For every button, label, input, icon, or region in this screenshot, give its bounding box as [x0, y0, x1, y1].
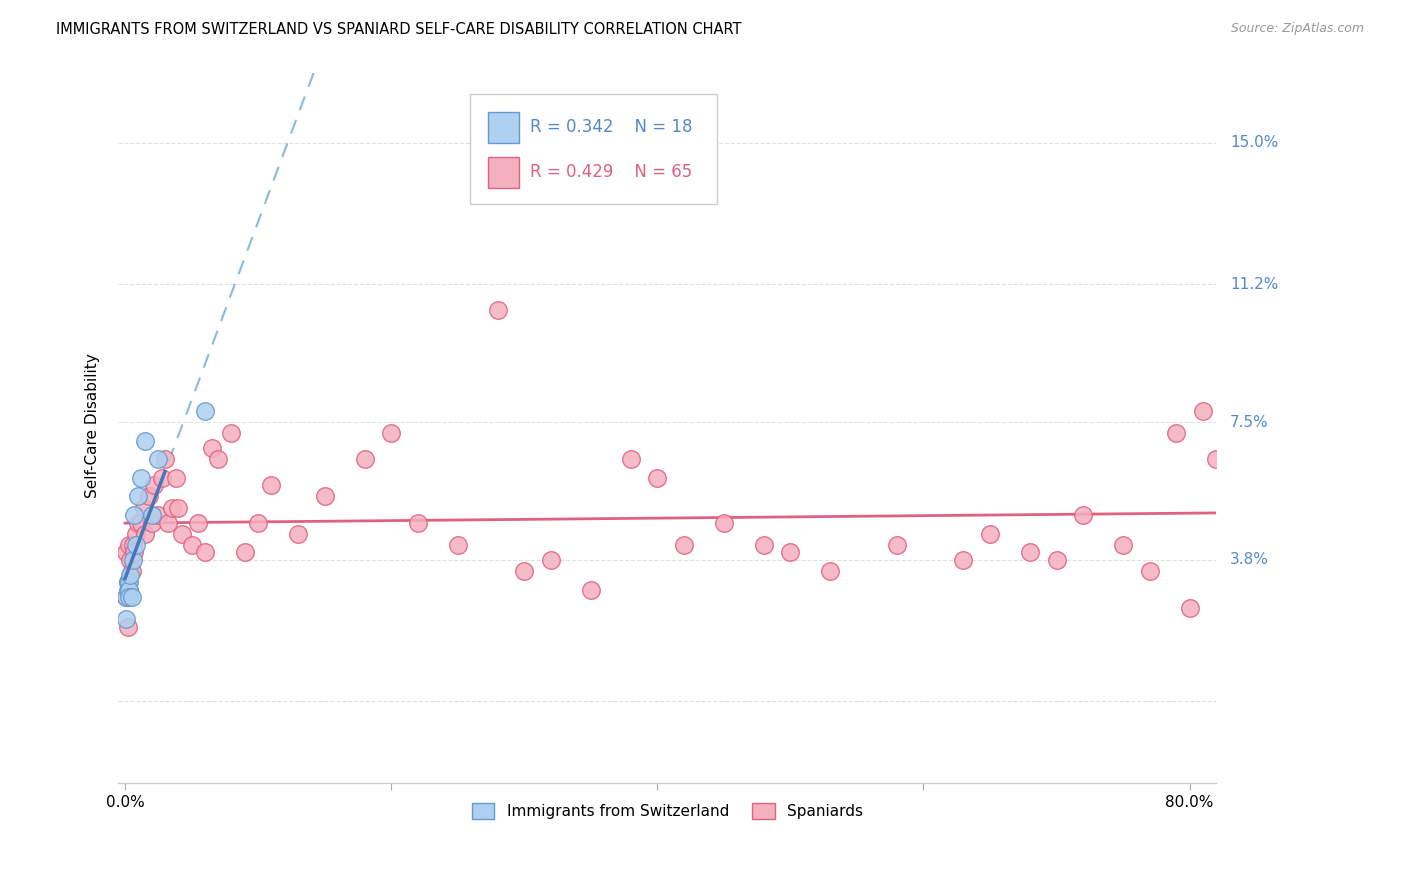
Point — [134, 434, 156, 448]
Point — [127, 516, 149, 530]
Point — [1019, 545, 1042, 559]
Point — [127, 490, 149, 504]
Point — [120, 553, 142, 567]
Point — [117, 575, 139, 590]
Point — [287, 526, 309, 541]
Text: 11.2%: 11.2% — [1230, 277, 1278, 292]
Text: 15.0%: 15.0% — [1230, 136, 1278, 151]
Point — [194, 404, 217, 418]
Point — [118, 582, 141, 597]
Point — [148, 508, 170, 522]
Point — [150, 471, 173, 485]
Point — [187, 516, 209, 530]
Point — [952, 553, 974, 567]
Point — [247, 516, 270, 530]
Point — [115, 590, 138, 604]
Point — [153, 452, 176, 467]
Point — [141, 516, 163, 530]
Point — [124, 526, 146, 541]
Point — [620, 452, 643, 467]
Point — [447, 538, 470, 552]
Point — [1178, 601, 1201, 615]
Point — [1112, 538, 1135, 552]
Point — [260, 478, 283, 492]
Point — [1219, 441, 1241, 455]
Point — [167, 500, 190, 515]
Point — [121, 590, 143, 604]
Point — [118, 582, 141, 597]
Point — [160, 500, 183, 515]
Point — [820, 564, 842, 578]
Point — [979, 526, 1001, 541]
Point — [122, 553, 145, 567]
Point — [117, 582, 139, 597]
FancyBboxPatch shape — [488, 112, 519, 143]
Text: Source: ZipAtlas.com: Source: ZipAtlas.com — [1230, 22, 1364, 36]
Y-axis label: Self-Care Disability: Self-Care Disability — [86, 353, 100, 498]
Point — [165, 471, 187, 485]
Point — [233, 545, 256, 559]
Text: 3.8%: 3.8% — [1230, 552, 1270, 567]
Point — [156, 516, 179, 530]
Point — [1166, 426, 1188, 441]
Point — [115, 545, 138, 559]
Point — [647, 471, 669, 485]
Point — [513, 564, 536, 578]
Point — [1139, 564, 1161, 578]
Point — [779, 545, 801, 559]
Point — [314, 490, 336, 504]
Point — [194, 545, 217, 559]
Point — [752, 538, 775, 552]
Point — [1071, 508, 1094, 522]
Legend: Immigrants from Switzerland, Spaniards: Immigrants from Switzerland, Spaniards — [465, 797, 869, 825]
Point — [138, 490, 160, 504]
Text: 7.5%: 7.5% — [1230, 415, 1268, 430]
Point — [134, 526, 156, 541]
Point — [406, 516, 429, 530]
Point — [129, 471, 152, 485]
Point — [579, 582, 602, 597]
Point — [486, 303, 509, 318]
Point — [121, 564, 143, 578]
Text: R = 0.342    N = 18: R = 0.342 N = 18 — [530, 118, 693, 136]
Point — [672, 538, 695, 552]
Point — [221, 426, 243, 441]
Point — [1205, 452, 1227, 467]
Text: R = 0.429    N = 65: R = 0.429 N = 65 — [530, 163, 692, 181]
Point — [207, 452, 229, 467]
Point — [380, 426, 402, 441]
Point — [117, 620, 139, 634]
Point — [120, 567, 142, 582]
Text: IMMIGRANTS FROM SWITZERLAND VS SPANIARD SELF-CARE DISABILITY CORRELATION CHART: IMMIGRANTS FROM SWITZERLAND VS SPANIARD … — [56, 22, 742, 37]
Point — [540, 553, 562, 567]
Point — [143, 478, 166, 492]
Point — [353, 452, 375, 467]
FancyBboxPatch shape — [488, 157, 519, 188]
Point — [180, 538, 202, 552]
Point — [1045, 553, 1067, 567]
Point — [141, 508, 163, 522]
Point — [118, 538, 141, 552]
Point — [115, 590, 138, 604]
FancyBboxPatch shape — [470, 94, 717, 204]
Point — [115, 612, 138, 626]
Point — [124, 545, 146, 559]
Point — [118, 575, 141, 590]
Point — [172, 526, 194, 541]
Point — [124, 508, 146, 522]
Point — [118, 590, 141, 604]
Point — [886, 538, 908, 552]
Point — [148, 452, 170, 467]
Point — [122, 538, 145, 552]
Point — [1192, 404, 1215, 418]
Point — [713, 516, 735, 530]
Point — [117, 575, 139, 590]
Point — [132, 500, 155, 515]
Point — [129, 516, 152, 530]
Point — [200, 441, 222, 455]
Point — [124, 538, 146, 552]
